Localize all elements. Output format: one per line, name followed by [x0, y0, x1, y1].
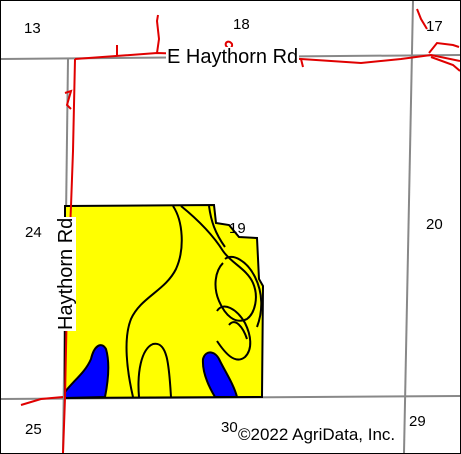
- section-label-29: 29: [409, 413, 426, 430]
- section-label-20: 20: [426, 216, 443, 233]
- road-label-haythorn: Haythorn Rd: [55, 216, 77, 331]
- section-label-17: 17: [426, 18, 443, 35]
- road-label-e-haythorn: E Haythorn Rd: [166, 46, 300, 68]
- section-label-19: 19: [229, 220, 246, 237]
- section-label-25: 25: [25, 421, 42, 438]
- field-boundary: [64, 203, 265, 400]
- section-line-east: [403, 1, 414, 453]
- section-label-18: 18: [233, 16, 250, 33]
- soil-unit-yellow: [64, 203, 265, 400]
- water-unit-left: [64, 344, 110, 400]
- section-label-13: 13: [24, 20, 41, 37]
- section-label-24: 24: [25, 224, 42, 241]
- water-unit-right: [201, 351, 239, 398]
- soil-boundaries: [125, 205, 263, 398]
- copyright-text: ©2022 AgriData, Inc.: [238, 425, 396, 444]
- section-label-30: 30: [221, 419, 238, 436]
